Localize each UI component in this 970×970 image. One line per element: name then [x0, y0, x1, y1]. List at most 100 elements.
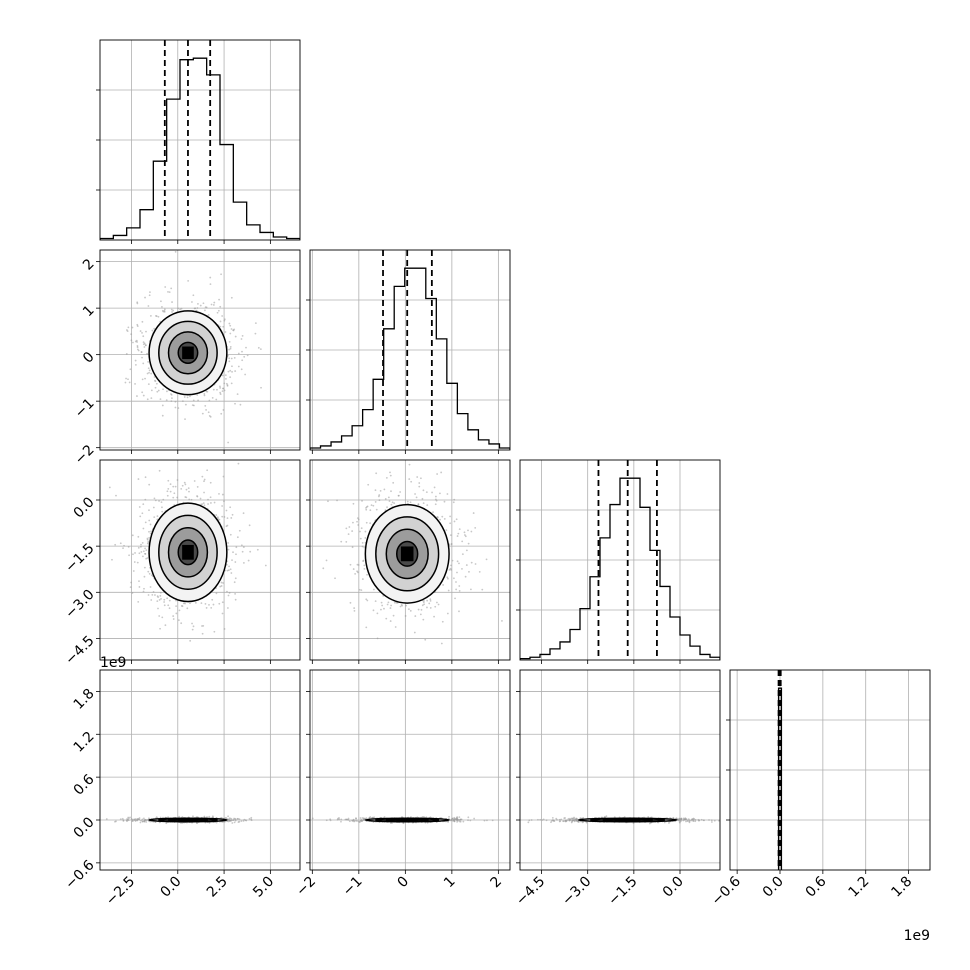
contour-content [105, 815, 253, 825]
sample-point [144, 344, 147, 347]
sample-point [219, 325, 222, 328]
sample-point [390, 503, 393, 506]
sample-point [220, 273, 222, 276]
sample-point [218, 518, 221, 521]
sample-point [205, 607, 208, 609]
sample-point [467, 542, 470, 545]
sample-point [191, 628, 194, 631]
sample-point [571, 817, 573, 820]
sample-point [539, 818, 542, 821]
sample-point [361, 541, 364, 544]
sample-point [220, 585, 223, 587]
sample-point [154, 499, 157, 502]
y-tick-label: −1 [72, 396, 98, 422]
sample-point [473, 817, 476, 820]
sample-point [176, 496, 179, 499]
sample-point [175, 605, 178, 608]
sample-point [694, 820, 697, 823]
sample-point [183, 396, 186, 398]
sample-point [361, 817, 364, 819]
sample-point [453, 816, 456, 819]
sample-point [150, 599, 153, 601]
sample-point [134, 818, 137, 820]
sample-point [249, 550, 252, 553]
sample-point [148, 530, 150, 533]
sample-point [229, 819, 232, 822]
sample-point [632, 822, 635, 825]
sample-point [125, 329, 128, 331]
sample-point [567, 817, 570, 820]
sample-point [386, 603, 389, 606]
sample-point [207, 411, 210, 414]
sample-point [127, 819, 130, 822]
sample-point [154, 594, 156, 596]
sample-point [170, 393, 172, 395]
sample-point [161, 309, 164, 312]
sample-point [203, 815, 206, 818]
sample-point [175, 612, 178, 615]
sample-point [372, 504, 375, 507]
sample-point [449, 522, 452, 525]
sample-point [152, 591, 155, 593]
sample-point [228, 360, 231, 363]
sample-point [462, 820, 465, 823]
sample-point [345, 540, 348, 543]
sample-point [374, 501, 377, 503]
sample-point [229, 324, 232, 327]
sample-point [151, 329, 154, 332]
sample-point [133, 818, 136, 821]
sample-point [436, 601, 438, 604]
sample-point [235, 546, 238, 549]
sample-point [446, 577, 449, 580]
sample-point [122, 547, 124, 550]
sample-point [180, 605, 183, 607]
sample-point [157, 389, 160, 392]
sample-point [223, 318, 226, 321]
density-peak [400, 546, 414, 562]
x-tick-label: −2.5 [103, 874, 138, 909]
sample-point [146, 557, 149, 559]
sample-point [361, 500, 363, 502]
sample-point [348, 820, 351, 823]
sample-point [470, 530, 473, 533]
sample-point [423, 603, 426, 606]
sample-point [211, 815, 214, 818]
sample-point [433, 615, 435, 618]
sample-point [393, 601, 396, 604]
sample-point [225, 525, 228, 528]
sample-point [181, 400, 184, 403]
sample-point [435, 499, 438, 502]
sample-point [169, 483, 172, 486]
axes-frame [99, 249, 301, 451]
sample-point [161, 510, 164, 513]
sample-point [143, 819, 146, 822]
sample-point [455, 818, 457, 820]
sample-point [439, 492, 441, 495]
sample-point [160, 501, 163, 504]
sample-point [178, 609, 181, 612]
sample-point [680, 818, 683, 821]
sample-point [257, 346, 260, 349]
sample-point [572, 819, 575, 822]
sample-point [234, 561, 237, 563]
sample-point [205, 306, 208, 309]
sample-point [170, 287, 173, 290]
contour-line [364, 503, 450, 604]
sample-point [136, 301, 139, 304]
sample-point [171, 301, 173, 303]
sample-point [311, 817, 314, 820]
sample-point [168, 599, 171, 602]
contour-panel-1-2 [306, 459, 511, 664]
sample-point [170, 308, 173, 311]
sample-point [150, 389, 153, 392]
sample-point [250, 816, 253, 819]
sample-point [140, 551, 143, 553]
sample-point [232, 819, 235, 821]
sample-point [359, 537, 362, 540]
sample-point [172, 309, 175, 312]
contour-content [322, 463, 503, 645]
sample-point [209, 276, 212, 279]
sample-point [173, 492, 176, 495]
sample-point [383, 816, 386, 818]
sample-point [259, 348, 262, 351]
